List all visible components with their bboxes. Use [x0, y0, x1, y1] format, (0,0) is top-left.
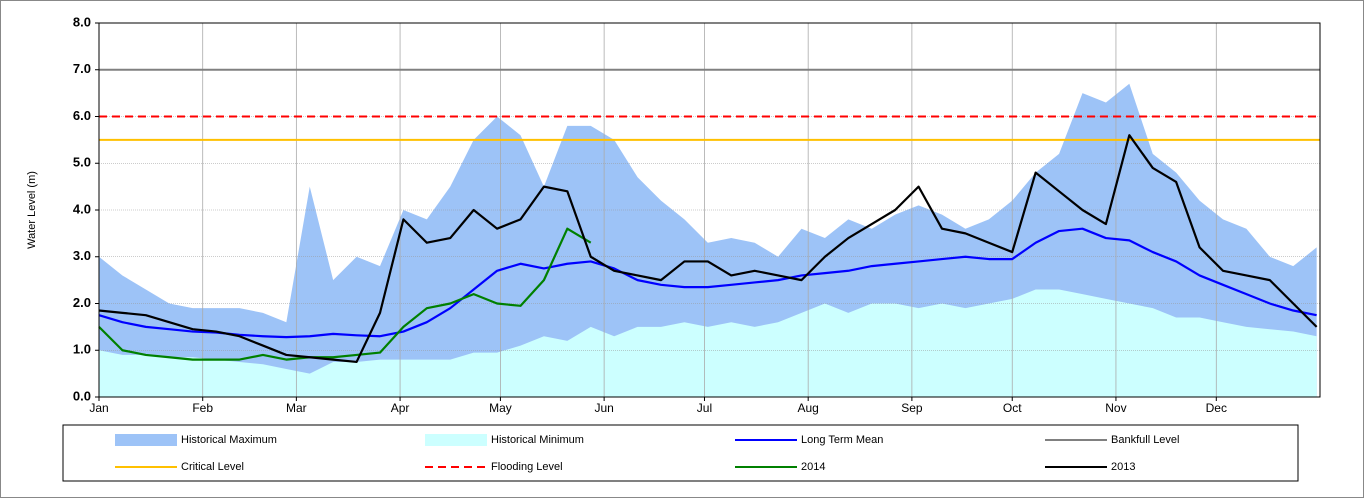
y-tick-label: 0.0 [73, 388, 91, 403]
legend-label: 2014 [801, 461, 825, 473]
y-tick-label: 8.0 [73, 14, 91, 29]
y-axis-label: Water Level (m) [26, 171, 38, 249]
x-tick-label: Apr [391, 401, 410, 415]
legend-label: Flooding Level [491, 461, 563, 473]
legend-swatch [115, 434, 177, 446]
x-tick-label: Jun [594, 401, 613, 415]
legend-label: 2013 [1111, 461, 1135, 473]
plot-frame [98, 22, 1321, 398]
y-tick-label: 5.0 [73, 155, 91, 170]
legend-label: Long Term Mean [801, 434, 883, 446]
x-tick-label: Dec [1206, 401, 1227, 415]
y-tick-label: 1.0 [73, 342, 91, 357]
x-tick-label: Aug [798, 401, 819, 415]
x-tick-label: Feb [192, 401, 213, 415]
x-tick-label: Mar [286, 401, 307, 415]
y-tick-label: 2.0 [73, 295, 91, 310]
series-line [98, 227, 592, 361]
series-line [98, 227, 1317, 339]
legend-label: Bankfull Level [1111, 434, 1180, 446]
x-tick-label: Sep [901, 401, 923, 415]
x-tick-label: Nov [1105, 401, 1126, 415]
legend-swatch [425, 434, 487, 446]
y-tick-label: 4.0 [73, 201, 91, 216]
legend-box [62, 424, 1299, 482]
legend-label: Historical Maximum [181, 434, 277, 446]
x-tick-label: Jan [89, 401, 108, 415]
x-tick-label: Oct [1003, 401, 1022, 415]
x-tick-label: May [489, 401, 512, 415]
y-tick-label: 7.0 [73, 61, 91, 76]
y-tick-label: 3.0 [73, 248, 91, 263]
legend-label: Historical Minimum [491, 434, 584, 446]
x-tick-label: Jul [697, 401, 712, 415]
y-tick-label: 6.0 [73, 108, 91, 123]
legend-label: Critical Level [181, 461, 244, 473]
series-line [98, 134, 1318, 364]
